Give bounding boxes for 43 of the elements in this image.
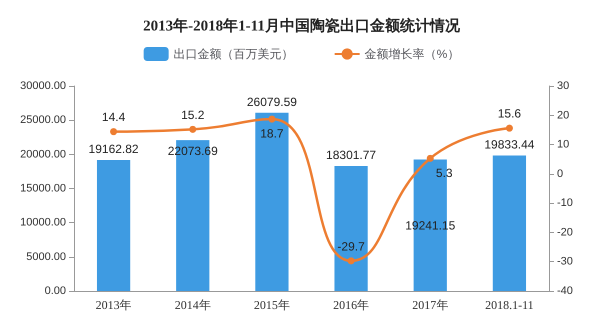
legend-label: 出口金额（百万美元） [174, 47, 294, 61]
y2-tick-label: -40 [557, 285, 573, 297]
y2-tick-label: 0 [557, 168, 564, 180]
x-tick-label: 2017年 [412, 298, 448, 312]
point [189, 126, 196, 133]
y2-tick-label: 30 [557, 80, 570, 92]
bar [334, 166, 368, 291]
y-tick-label: 20000.00 [20, 148, 66, 160]
point [268, 116, 276, 123]
point [506, 124, 513, 132]
point [110, 128, 118, 136]
y-tick-label: 30000.00 [20, 80, 66, 92]
data-label: 15.6 [498, 106, 522, 121]
bar [255, 112, 289, 291]
y2-tick-label: -30 [557, 256, 573, 268]
data-label: 18301.77 [326, 148, 376, 162]
y2-tick-label: -10 [557, 197, 573, 210]
bar [492, 155, 526, 291]
legend-label: 金额增长率（%） [364, 47, 460, 61]
y-tick-label: 25000.00 [20, 114, 66, 126]
point [348, 257, 355, 264]
data-label: 19162.82 [88, 142, 139, 156]
bar [96, 160, 130, 291]
y-tick-label: 10000.00 [20, 216, 66, 229]
y-tick-label: 5000.00 [26, 250, 66, 263]
data-label: 19833.44 [484, 137, 535, 152]
data-label: 14.4 [102, 110, 126, 124]
data-label: -29.7 [337, 239, 366, 254]
x-tick-label: 2015年 [254, 298, 290, 312]
point [426, 154, 434, 162]
y2-tick-label: 20 [557, 109, 570, 122]
x-tick-label: 2014年 [174, 298, 211, 312]
data-label: 15.2 [181, 108, 205, 122]
data-label: 26079.59 [246, 94, 298, 109]
y-tick-label: 15000.00 [20, 182, 66, 194]
data-label: 18.7 [260, 126, 284, 141]
y-tick-label: 0.00 [44, 285, 66, 297]
chart-title: 2013年-2018年1-11月中国陶瓷出口金额统计情况 [143, 16, 461, 34]
y2-tick-label: 10 [557, 138, 570, 151]
x-tick-label: 2016年 [333, 298, 370, 312]
x-tick-label: 2013年 [96, 298, 132, 312]
y2-tick-label: -20 [557, 226, 573, 238]
x-tick-label: 2018.1-11 [485, 298, 534, 312]
